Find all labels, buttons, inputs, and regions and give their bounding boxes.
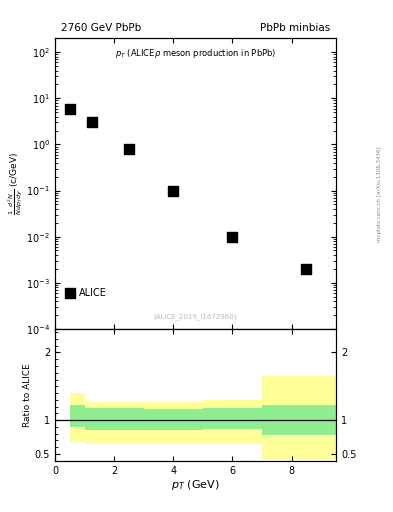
Text: ALICE: ALICE <box>79 288 107 298</box>
Point <box>303 265 310 273</box>
X-axis label: $p_T$ (GeV): $p_T$ (GeV) <box>171 478 220 493</box>
Point <box>230 232 236 241</box>
Point <box>67 289 73 297</box>
Text: PbPb minbias: PbPb minbias <box>260 23 331 33</box>
Y-axis label: Ratio to ALICE: Ratio to ALICE <box>23 363 32 426</box>
Point <box>126 145 132 153</box>
Point <box>67 104 73 113</box>
Text: 2760 GeV PbPb: 2760 GeV PbPb <box>61 23 141 33</box>
Y-axis label: $\frac{1}{N}\frac{d^2N}{dp_{T}dy}$ (c/GeV): $\frac{1}{N}\frac{d^2N}{dp_{T}dy}$ (c/Ge… <box>6 152 25 215</box>
Point <box>170 186 176 195</box>
Text: $p_T$ (ALICE$\rho$ meson production in PbPb): $p_T$ (ALICE$\rho$ meson production in P… <box>115 47 276 60</box>
Point <box>89 118 95 126</box>
Text: mcplots.cern.ch [arXiv:1306.3436]: mcplots.cern.ch [arXiv:1306.3436] <box>377 147 382 242</box>
Text: (ALICE_2019_I1672960): (ALICE_2019_I1672960) <box>154 313 237 320</box>
